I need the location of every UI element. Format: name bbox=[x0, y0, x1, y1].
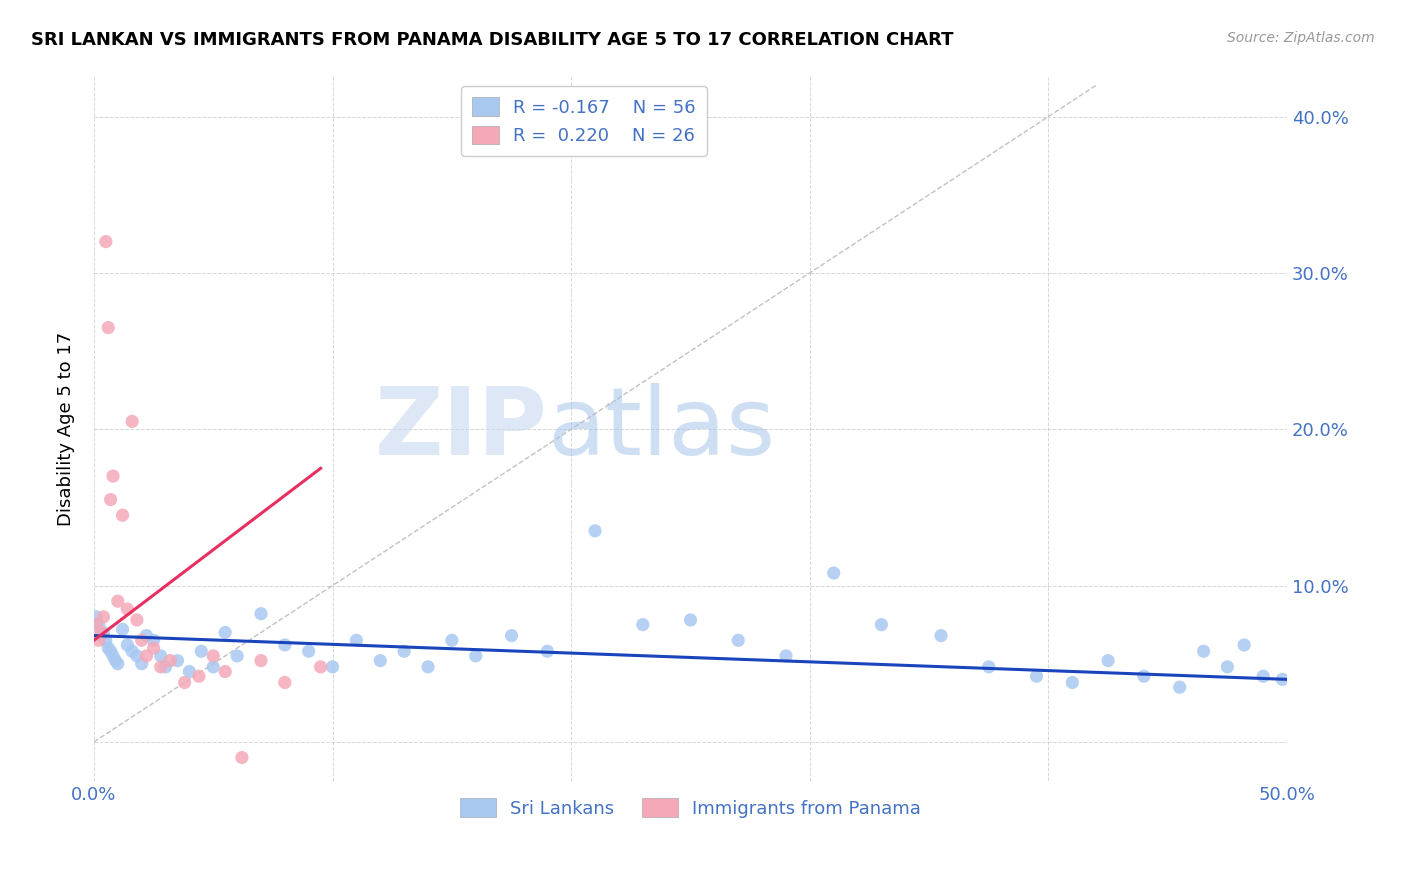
Point bbox=[135, 629, 157, 643]
Point bbox=[823, 566, 845, 580]
Point bbox=[159, 654, 181, 668]
Point bbox=[142, 641, 165, 656]
Point bbox=[135, 648, 157, 663]
Point bbox=[309, 660, 332, 674]
Point bbox=[86, 610, 108, 624]
Point bbox=[202, 648, 225, 663]
Point bbox=[155, 660, 177, 674]
Point bbox=[1192, 644, 1215, 658]
Point bbox=[440, 633, 463, 648]
Point bbox=[117, 638, 139, 652]
Point bbox=[583, 524, 606, 538]
Point bbox=[117, 602, 139, 616]
Point bbox=[727, 633, 749, 648]
Point bbox=[142, 633, 165, 648]
Point bbox=[775, 648, 797, 663]
Text: Source: ZipAtlas.com: Source: ZipAtlas.com bbox=[1227, 31, 1375, 45]
Point bbox=[977, 660, 1000, 674]
Point bbox=[104, 654, 127, 668]
Text: SRI LANKAN VS IMMIGRANTS FROM PANAMA DISABILITY AGE 5 TO 17 CORRELATION CHART: SRI LANKAN VS IMMIGRANTS FROM PANAMA DIS… bbox=[31, 31, 953, 49]
Point bbox=[346, 633, 368, 648]
Point bbox=[100, 644, 122, 658]
Point bbox=[274, 675, 297, 690]
Point bbox=[93, 610, 115, 624]
Point bbox=[274, 638, 297, 652]
Point bbox=[226, 648, 249, 663]
Point bbox=[187, 669, 209, 683]
Point bbox=[94, 633, 117, 648]
Point bbox=[125, 648, 148, 663]
Point bbox=[501, 629, 523, 643]
Point bbox=[368, 654, 391, 668]
Text: atlas: atlas bbox=[547, 384, 776, 475]
Point bbox=[97, 320, 120, 334]
Y-axis label: Disability Age 5 to 17: Disability Age 5 to 17 bbox=[58, 332, 75, 526]
Point bbox=[1097, 654, 1119, 668]
Point bbox=[94, 235, 117, 249]
Point bbox=[149, 660, 172, 674]
Point bbox=[322, 660, 344, 674]
Point bbox=[679, 613, 702, 627]
Point bbox=[631, 617, 654, 632]
Point bbox=[101, 648, 124, 663]
Point bbox=[166, 654, 188, 668]
Point bbox=[93, 625, 115, 640]
Point bbox=[929, 629, 952, 643]
Point bbox=[90, 629, 112, 643]
Point bbox=[231, 750, 253, 764]
Point bbox=[464, 648, 486, 663]
Point bbox=[179, 665, 201, 679]
Point bbox=[1251, 669, 1274, 683]
Legend: Sri Lankans, Immigrants from Panama: Sri Lankans, Immigrants from Panama bbox=[453, 791, 928, 825]
Point bbox=[87, 633, 110, 648]
Point bbox=[131, 657, 153, 671]
Point bbox=[1271, 673, 1294, 687]
Point bbox=[1062, 675, 1084, 690]
Point bbox=[1133, 669, 1156, 683]
Point bbox=[131, 633, 153, 648]
Point bbox=[250, 607, 273, 621]
Point bbox=[121, 644, 143, 658]
Point bbox=[87, 617, 110, 632]
Point bbox=[1233, 638, 1256, 652]
Point bbox=[100, 492, 122, 507]
Point bbox=[536, 644, 558, 658]
Point bbox=[97, 641, 120, 656]
Point bbox=[111, 623, 134, 637]
Point bbox=[111, 508, 134, 523]
Point bbox=[250, 654, 273, 668]
Point bbox=[202, 660, 225, 674]
Point bbox=[90, 625, 112, 640]
Point bbox=[1216, 660, 1239, 674]
Point bbox=[298, 644, 321, 658]
Point bbox=[107, 657, 129, 671]
Point bbox=[1168, 680, 1191, 694]
Point bbox=[121, 414, 143, 428]
Point bbox=[173, 675, 195, 690]
Point bbox=[870, 617, 893, 632]
Point bbox=[214, 625, 236, 640]
Point bbox=[214, 665, 236, 679]
Point bbox=[392, 644, 415, 658]
Point bbox=[149, 648, 172, 663]
Point bbox=[1025, 669, 1047, 683]
Point bbox=[125, 613, 148, 627]
Point bbox=[190, 644, 212, 658]
Point bbox=[416, 660, 439, 674]
Point bbox=[101, 469, 124, 483]
Point bbox=[86, 617, 108, 632]
Point bbox=[107, 594, 129, 608]
Text: ZIP: ZIP bbox=[374, 384, 547, 475]
